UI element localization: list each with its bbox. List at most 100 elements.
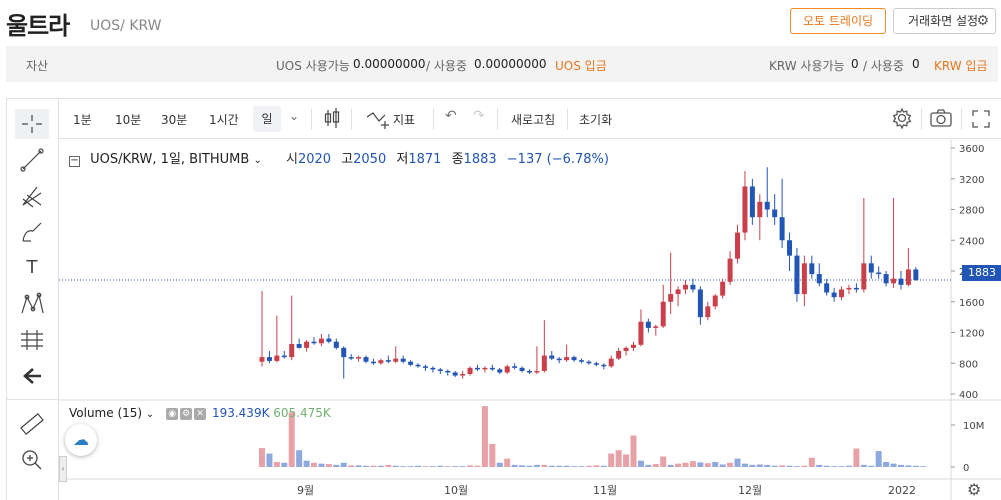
uos-in-use-label: / 사용중 (426, 59, 467, 73)
candle-body (772, 209, 778, 218)
volume-bar (816, 464, 823, 467)
interval-1m[interactable]: 1분 (73, 113, 92, 127)
volume-bar (519, 465, 526, 467)
redo-icon[interactable]: ↷ (473, 108, 485, 124)
interval-10m[interactable]: 10분 (115, 113, 142, 127)
pitchfork-icon[interactable] (15, 181, 49, 211)
krw-in-use-value: 0 (912, 57, 920, 71)
volume-bar (697, 462, 704, 467)
krw-deposit-link[interactable]: KRW 입금 (934, 59, 988, 73)
uos-available-value: 0.00000000 (353, 57, 426, 71)
legend-open: 2020 (297, 152, 332, 167)
collapse-panel-icon[interactable]: ‹ (59, 456, 67, 482)
candle-body (839, 289, 845, 298)
candle-body (519, 367, 525, 371)
candle-type-icon[interactable] (323, 106, 341, 133)
candle-body (311, 341, 317, 344)
interval-day[interactable]: 일 (253, 106, 281, 132)
volume-bar (303, 460, 310, 467)
volume-bar (266, 453, 273, 467)
volume-bar (675, 463, 682, 467)
settings-icon[interactable]: ⚙ (180, 407, 193, 420)
candle-body (482, 367, 488, 370)
toolbar-divider (7, 399, 59, 400)
volume-legend: Volume (15) ⌄ ◉ ⚙ ✕ 193.439K 605.475K (69, 406, 331, 420)
volume-bar (868, 465, 875, 467)
legend-close: 1883 (463, 152, 497, 167)
candle-body (348, 357, 354, 359)
measure-icon[interactable] (15, 325, 49, 355)
candle-body (259, 357, 265, 362)
candle-body (393, 358, 399, 362)
eye-icon[interactable]: ◉ (166, 407, 179, 420)
header: 울트라 UOS/ KRW 오토 트레이딩 거래화면 설정 ⚙ (0, 0, 1001, 44)
refresh-button[interactable]: 새로고침 (511, 113, 556, 127)
candle-body (266, 357, 272, 361)
candle-body (356, 357, 362, 359)
volume-bar (415, 465, 422, 467)
volume-bar (786, 465, 793, 467)
undo-icon[interactable]: ↶ (445, 108, 457, 124)
candle-body (504, 366, 510, 373)
volume-tick-label: 0 (963, 463, 969, 474)
candle-body (534, 370, 540, 373)
volume-bar (853, 448, 860, 467)
chart-toolbar: 1분 10분 30분 1시간 일 ⌄ 지표 ↶ ↷ 새로고침 초기화 (59, 99, 1001, 139)
indicator-icon[interactable] (365, 107, 391, 132)
volume-bar (637, 460, 644, 467)
candle-body (905, 269, 911, 285)
candle-body (831, 292, 837, 298)
candle-body (764, 201, 770, 210)
y-tick-label: 1200 (959, 329, 984, 340)
candle-body (824, 283, 830, 293)
collapse-legend-icon[interactable]: − (69, 155, 80, 167)
cloud-icon[interactable]: ☁ (65, 424, 97, 456)
candle-body (712, 295, 718, 307)
volume-bar (660, 456, 667, 467)
y-tick-label: 3600 (959, 144, 984, 155)
candle-body (586, 361, 592, 364)
interval-1h[interactable]: 1시간 (209, 113, 239, 127)
crosshair-icon[interactable] (15, 109, 49, 139)
toolbar-divider (567, 108, 568, 130)
volume-bar (452, 466, 459, 467)
pattern-icon[interactable] (15, 289, 49, 319)
uos-deposit-link[interactable]: UOS 입금 (555, 59, 607, 73)
brush-icon[interactable] (15, 217, 49, 247)
text-tool-icon[interactable]: T (26, 257, 38, 278)
close-icon[interactable]: ✕ (194, 407, 207, 420)
candle-body (467, 367, 473, 375)
volume-bar (533, 464, 540, 467)
chevron-down-icon[interactable]: ⌄ (145, 409, 155, 420)
fullscreen-icon[interactable] (971, 109, 991, 132)
volume-bar (296, 450, 303, 467)
ruler-icon[interactable] (15, 409, 49, 439)
back-arrow-icon[interactable] (15, 361, 49, 391)
settings-gear-icon[interactable] (891, 107, 913, 132)
auto-trading-button[interactable]: 오토 트레이딩 (790, 8, 886, 34)
indicators-button[interactable]: 지표 (393, 113, 416, 127)
interval-30m[interactable]: 30분 (161, 113, 188, 127)
candle-body (333, 341, 339, 348)
volume-bar (823, 465, 830, 467)
candle-body (489, 367, 495, 370)
toolbar-divider (961, 108, 962, 130)
zoom-in-icon[interactable] (15, 445, 49, 475)
trend-line-icon[interactable] (15, 145, 49, 175)
reset-button[interactable]: 초기화 (579, 113, 613, 127)
chevron-down-icon[interactable]: ⌄ (289, 109, 300, 123)
x-tick-label: 9월 (297, 484, 314, 497)
y-tick-label: 1600 (959, 298, 984, 309)
candle-body (326, 338, 332, 342)
volume-tick-label: 10M (963, 421, 984, 432)
price-chart[interactable]: 360032002800240020001600120080040010M09월… (59, 140, 1001, 500)
candle-body (370, 361, 376, 364)
screen-settings-button[interactable]: 거래화면 설정 ⚙ (893, 8, 996, 34)
chart-area[interactable]: 360032002800240020001600120080040010M09월… (59, 140, 1001, 500)
volume-bar (363, 465, 370, 467)
camera-icon[interactable] (929, 108, 953, 131)
volume-bar (920, 466, 927, 467)
krw-available-value: 0 (851, 57, 859, 71)
candle-body (556, 358, 562, 361)
chevron-down-icon[interactable]: ⌄ (253, 155, 262, 166)
